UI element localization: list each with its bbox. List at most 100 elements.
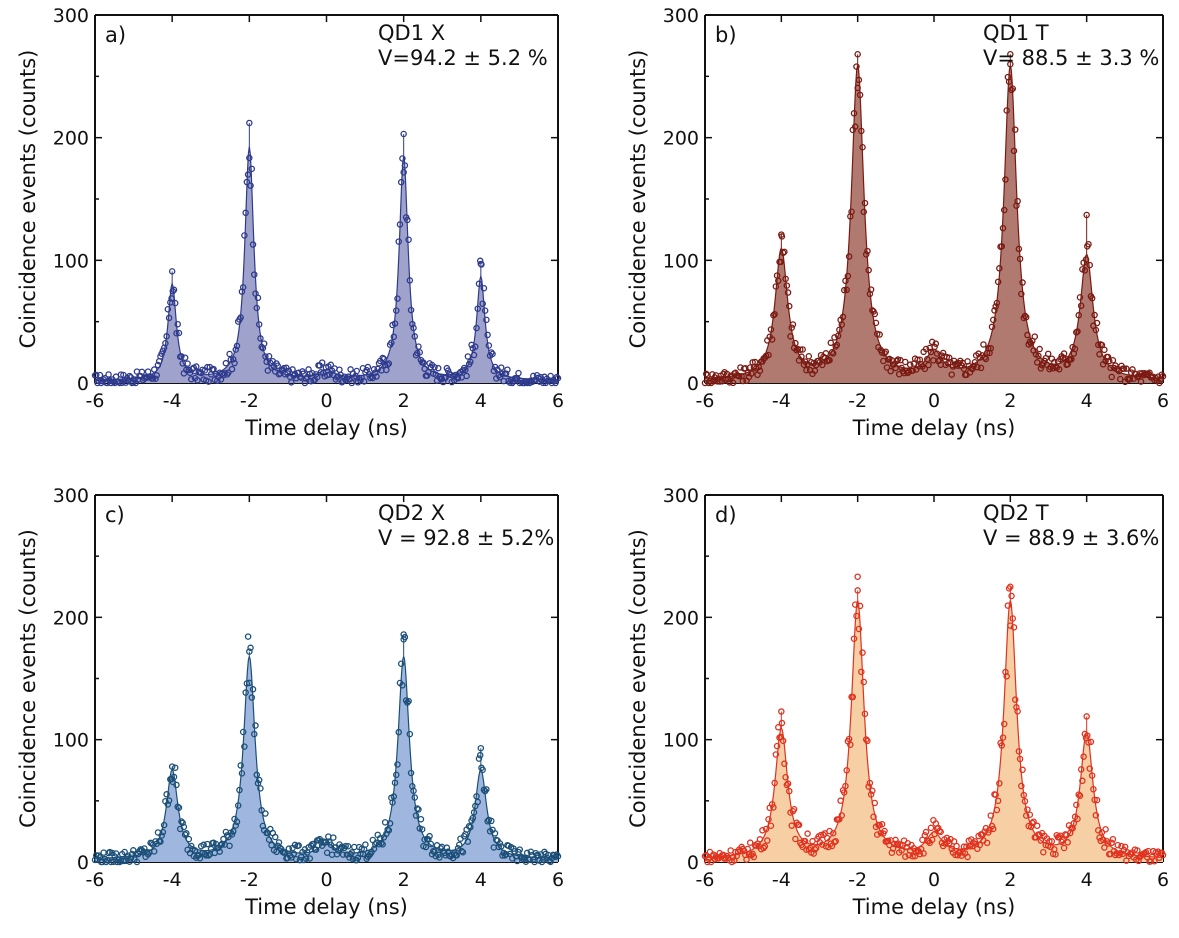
data-point	[1011, 696, 1019, 703]
data-point	[1109, 356, 1117, 364]
data-point	[1082, 256, 1090, 263]
data-point	[1068, 355, 1075, 363]
data-point	[295, 842, 302, 849]
data-point	[1002, 176, 1009, 183]
data-point	[1093, 319, 1101, 327]
data-point	[310, 840, 317, 848]
data-point	[831, 334, 838, 341]
data-point	[881, 827, 888, 835]
data-point	[257, 335, 264, 342]
data-point	[804, 830, 811, 837]
data-point	[789, 321, 797, 328]
data-point	[828, 348, 836, 356]
data-point	[1040, 848, 1047, 856]
x-tick-label: -6	[86, 869, 105, 891]
data-point	[827, 339, 835, 347]
data-point	[396, 221, 404, 228]
data-point	[864, 247, 871, 255]
data-point	[867, 286, 875, 293]
data-point	[1074, 815, 1081, 823]
ticks: -6 -4 -2 0 2 4 6 0 100 200 300	[53, 485, 564, 891]
data-point	[837, 797, 844, 804]
data-point	[811, 846, 819, 853]
data-point	[960, 843, 968, 850]
data-point	[1009, 615, 1017, 622]
data-point	[784, 780, 792, 787]
data-point	[762, 825, 770, 833]
data-point	[164, 801, 172, 808]
data-point	[1024, 806, 1031, 813]
data-point	[921, 365, 929, 373]
data-point	[479, 766, 486, 774]
data-point	[443, 844, 451, 851]
data-point	[207, 845, 215, 853]
data-point	[834, 332, 842, 340]
data-point	[241, 743, 248, 750]
data-point	[999, 224, 1007, 232]
data-point	[751, 358, 759, 366]
data-point	[158, 832, 165, 839]
data-point	[378, 839, 385, 847]
x-tick-label: -2	[848, 390, 867, 412]
data-point	[192, 363, 200, 370]
panel-label: b)	[715, 23, 737, 47]
data-point	[475, 755, 483, 762]
data-point	[384, 361, 391, 368]
x-tick-label: 6	[1157, 390, 1169, 412]
data-point	[268, 841, 275, 849]
data-point	[798, 353, 805, 360]
data-point	[860, 208, 868, 216]
data-point	[497, 364, 505, 371]
data-point	[342, 842, 349, 850]
data-point	[406, 277, 414, 284]
data-point	[105, 371, 112, 378]
data-point	[823, 834, 831, 842]
data-point	[306, 855, 314, 862]
data-point	[228, 831, 236, 838]
data-point	[974, 363, 981, 371]
data-point	[770, 804, 777, 811]
data-point	[483, 786, 490, 793]
data-point	[254, 294, 262, 302]
data-point	[764, 837, 771, 844]
y-tick-label: 300	[663, 485, 699, 507]
data-point	[407, 306, 415, 314]
data-point	[914, 356, 921, 364]
data-point	[421, 365, 428, 373]
data-point	[462, 366, 469, 374]
data-point	[476, 751, 484, 759]
data-point	[488, 817, 495, 825]
data-point	[784, 289, 792, 296]
data-point	[502, 370, 510, 377]
data-point	[502, 850, 510, 858]
data-point	[801, 837, 809, 845]
data-point	[252, 722, 259, 729]
data-point	[480, 284, 488, 292]
data-points	[701, 51, 1167, 387]
data-point	[274, 362, 281, 369]
data-point	[888, 849, 896, 856]
data-point	[1031, 333, 1039, 340]
data-point	[467, 358, 474, 365]
data-point	[367, 374, 374, 382]
data-point	[244, 633, 252, 640]
y-tick-label: 100	[53, 730, 89, 752]
x-tick-label: -2	[240, 390, 259, 412]
data-point	[232, 346, 239, 353]
data-point	[309, 370, 316, 377]
data-point	[133, 858, 141, 866]
y-tick-label: 200	[663, 607, 699, 629]
data-point	[775, 277, 782, 285]
data-point	[1114, 841, 1122, 849]
data-point	[1104, 353, 1112, 361]
data-point	[241, 232, 248, 239]
data-point	[406, 730, 414, 738]
data-point	[227, 356, 235, 363]
data-point	[783, 781, 791, 789]
data-point	[1055, 833, 1063, 841]
data-point	[1108, 373, 1115, 381]
data-point	[1108, 839, 1115, 847]
data-point	[870, 813, 877, 820]
data-point	[160, 821, 168, 829]
data-point	[178, 353, 185, 360]
